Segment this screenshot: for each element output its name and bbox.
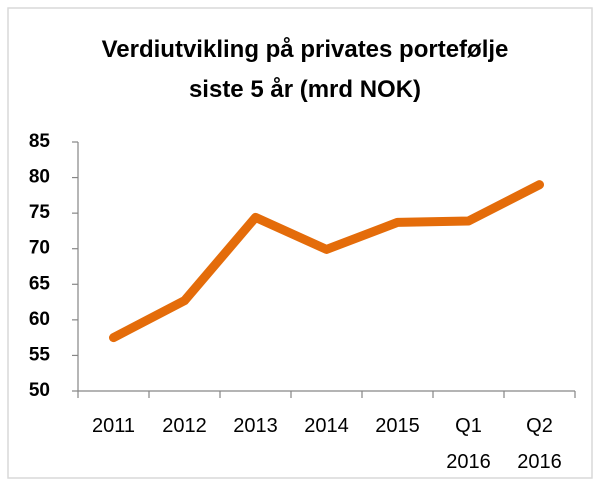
y-tick-label: 75 [29, 202, 51, 223]
chart-title: Verdiutvikling på privates portefølje si… [101, 36, 509, 103]
x-tick-label: 2011 [91, 415, 135, 437]
y-tick-label: 55 [29, 344, 51, 365]
chart-border [7, 7, 593, 479]
x-tick-label: Q2 2016 [517, 415, 562, 473]
y-tick-label: 80 [29, 167, 50, 188]
data-line [109, 180, 544, 343]
y-tick-label: 70 [29, 238, 50, 259]
y-tick-label: 60 [29, 309, 50, 330]
x-tick-label: 2014 [304, 415, 349, 437]
x-tick-label: 2015 [375, 415, 420, 437]
x-tick-label: 2013 [233, 415, 278, 437]
x-tick-label: 2012 [162, 415, 207, 437]
y-tick-label: 85 [29, 131, 51, 152]
x-tick-label: Q1 2016 [446, 415, 491, 473]
y-tick-label: 65 [29, 273, 51, 294]
y-tick-label: 50 [29, 380, 50, 401]
